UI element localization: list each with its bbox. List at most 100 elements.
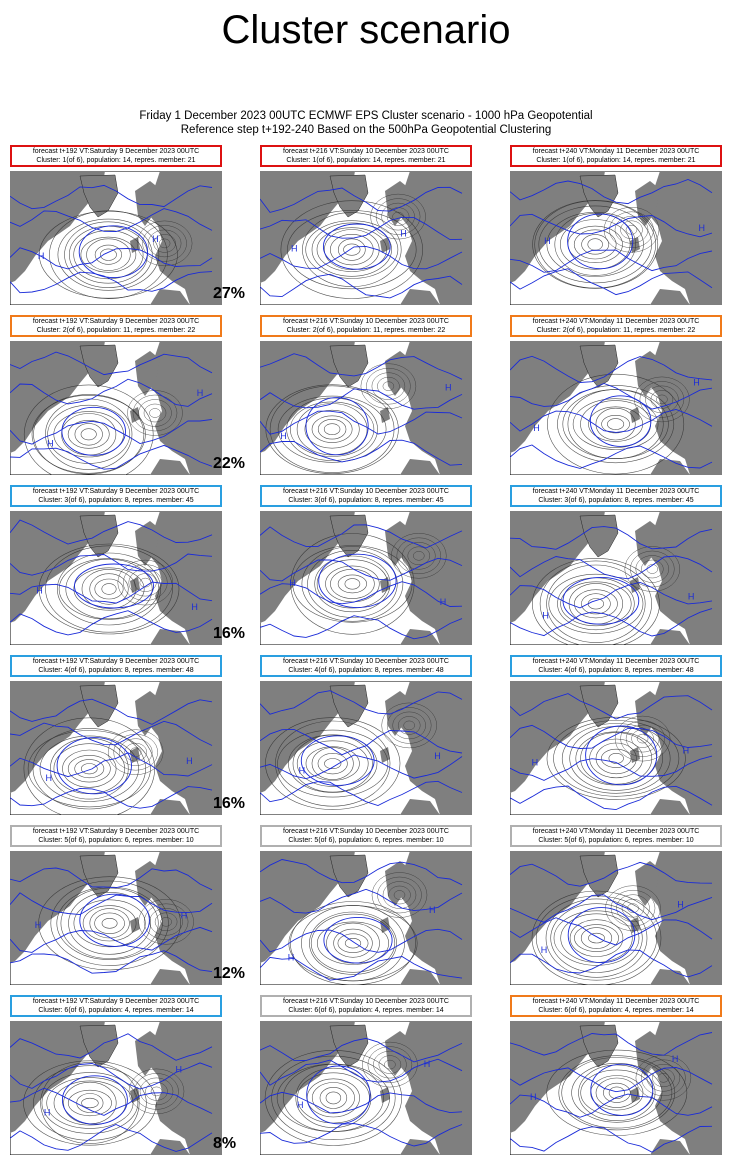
svg-text:H: H — [36, 586, 43, 596]
svg-text:H: H — [677, 900, 684, 910]
svg-text:H: H — [297, 1100, 304, 1110]
panel-forecast-line: forecast t+192 VT:Saturday 9 December 20… — [32, 998, 200, 1005]
cluster-percent: 12% — [213, 965, 246, 982]
panel-header: forecast t+240 VT:Monday 11 December 202… — [510, 145, 722, 167]
panel-forecast-line: forecast t+192 VT:Saturday 9 December 20… — [32, 488, 200, 495]
panel-cluster-line: Cluster: 6(of 6), population: 4, repres.… — [538, 1006, 694, 1014]
forecast-panel: forecast t+216 VT:Sunday 10 December 202… — [260, 825, 472, 985]
cluster-percent: 16% — [213, 795, 246, 812]
svg-text:H: H — [688, 592, 695, 602]
panel-forecast-line: forecast t+216 VT:Sunday 10 December 202… — [283, 148, 449, 155]
panel-header: forecast t+192 VT:Saturday 9 December 20… — [10, 485, 222, 507]
svg-text:H: H — [532, 758, 539, 768]
svg-text:H: H — [672, 1054, 679, 1064]
panel-forecast-line: forecast t+192 VT:Saturday 9 December 20… — [32, 318, 200, 325]
panel-header: forecast t+216 VT:Sunday 10 December 202… — [260, 145, 472, 167]
svg-text:H: H — [280, 431, 287, 441]
svg-text:H: H — [289, 578, 296, 588]
panel-cluster-line: Cluster: 2(of 6), population: 11, repres… — [36, 326, 196, 334]
panel-cluster-line: Cluster: 4(of 6), population: 8, repres.… — [538, 666, 694, 674]
panel-cluster-line: Cluster: 1(of 6), population: 14, repres… — [286, 156, 446, 164]
svg-text:H: H — [299, 765, 306, 775]
forecast-panel: forecast t+192 VT:Saturday 9 December 20… — [10, 655, 222, 815]
panel-cluster-line: Cluster: 6(of 6), population: 4, repres.… — [288, 1006, 444, 1014]
svg-text:H: H — [541, 945, 548, 955]
cluster-row: forecast t+192 VT:Saturday 9 December 20… — [0, 145, 732, 315]
panel-header: forecast t+240 VT:Monday 11 December 202… — [510, 995, 722, 1017]
svg-text:H: H — [445, 383, 452, 393]
svg-text:H: H — [693, 377, 700, 387]
panel-forecast-line: forecast t+240 VT:Monday 11 December 202… — [532, 148, 700, 155]
svg-text:H: H — [530, 1092, 537, 1102]
panel-forecast-line: forecast t+192 VT:Saturday 9 December 20… — [32, 148, 200, 155]
panel-header: forecast t+240 VT:Monday 11 December 202… — [510, 825, 722, 847]
page-title: Cluster scenario — [221, 8, 511, 52]
panel-cluster-line: Cluster: 3(of 6), population: 8, repres.… — [38, 496, 194, 504]
svg-text:H: H — [186, 756, 193, 766]
panel-cluster-line: Cluster: 3(of 6), population: 8, repres.… — [288, 496, 444, 504]
svg-text:H: H — [542, 610, 549, 620]
cluster-row: forecast t+192 VT:Saturday 9 December 20… — [0, 825, 732, 995]
panel-header: forecast t+192 VT:Saturday 9 December 20… — [10, 655, 222, 677]
panel-forecast-line: forecast t+240 VT:Monday 11 December 202… — [532, 488, 700, 495]
forecast-panel: forecast t+240 VT:Monday 11 December 202… — [510, 995, 722, 1155]
panel-header: forecast t+216 VT:Sunday 10 December 202… — [260, 315, 472, 337]
panel-cluster-line: Cluster: 5(of 6), population: 6, repres.… — [38, 836, 194, 844]
forecast-panel: forecast t+240 VT:Monday 11 December 202… — [510, 825, 722, 985]
panel-header: forecast t+240 VT:Monday 11 December 202… — [510, 655, 722, 677]
svg-text:H: H — [533, 423, 540, 433]
panel-forecast-line: forecast t+216 VT:Sunday 10 December 202… — [283, 658, 449, 665]
svg-text:H: H — [291, 244, 298, 254]
panel-forecast-line: forecast t+240 VT:Monday 11 December 202… — [532, 998, 700, 1005]
forecast-panel: forecast t+192 VT:Saturday 9 December 20… — [10, 995, 222, 1155]
cluster-row: forecast t+192 VT:Saturday 9 December 20… — [0, 485, 732, 655]
svg-text:H: H — [699, 223, 706, 233]
panel-cluster-line: Cluster: 3(of 6), population: 8, repres.… — [538, 496, 694, 504]
svg-text:H: H — [44, 1107, 51, 1117]
svg-text:H: H — [424, 1059, 431, 1069]
panel-cluster-line: Cluster: 5(of 6), population: 6, repres.… — [288, 836, 444, 844]
panel-cluster-line: Cluster: 2(of 6), population: 11, repres… — [286, 326, 446, 334]
forecast-panel: forecast t+216 VT:Sunday 10 December 202… — [260, 315, 472, 475]
panel-header: forecast t+240 VT:Monday 11 December 202… — [510, 315, 722, 337]
svg-text:H: H — [683, 746, 690, 756]
panel-forecast-line: forecast t+192 VT:Saturday 9 December 20… — [32, 658, 200, 665]
chart-subtitle-line2: Reference step t+192-240 Based on the 50… — [180, 124, 552, 136]
svg-text:H: H — [400, 229, 407, 239]
panel-header: forecast t+192 VT:Saturday 9 December 20… — [10, 995, 222, 1017]
svg-text:H: H — [440, 597, 447, 607]
panel-forecast-line: forecast t+216 VT:Sunday 10 December 202… — [283, 488, 449, 495]
svg-text:H: H — [35, 920, 42, 930]
panel-cluster-line: Cluster: 6(of 6), population: 4, repres.… — [38, 1006, 194, 1014]
svg-text:H: H — [38, 251, 45, 261]
svg-text:H: H — [288, 953, 295, 963]
svg-text:H: H — [544, 236, 551, 246]
cluster-grid: forecast t+192 VT:Saturday 9 December 20… — [0, 145, 732, 1165]
panel-header: forecast t+240 VT:Monday 11 December 202… — [510, 485, 722, 507]
panel-header: forecast t+216 VT:Sunday 10 December 202… — [260, 825, 472, 847]
svg-text:H: H — [181, 910, 188, 920]
cluster-row: forecast t+192 VT:Saturday 9 December 20… — [0, 315, 732, 485]
forecast-panel: forecast t+192 VT:Saturday 9 December 20… — [10, 145, 222, 305]
panel-header: forecast t+216 VT:Sunday 10 December 202… — [260, 655, 472, 677]
cluster-row: forecast t+192 VT:Saturday 9 December 20… — [0, 995, 732, 1165]
cluster-percent: 27% — [213, 285, 246, 302]
forecast-panel: forecast t+240 VT:Monday 11 December 202… — [510, 485, 722, 645]
svg-text:H: H — [191, 602, 198, 612]
panel-header: forecast t+192 VT:Saturday 9 December 20… — [10, 825, 222, 847]
panel-cluster-line: Cluster: 4(of 6), population: 8, repres.… — [38, 666, 194, 674]
panel-cluster-line: Cluster: 1(of 6), population: 14, repres… — [536, 156, 696, 164]
svg-text:H: H — [429, 905, 436, 915]
panel-header: forecast t+192 VT:Saturday 9 December 20… — [10, 145, 222, 167]
